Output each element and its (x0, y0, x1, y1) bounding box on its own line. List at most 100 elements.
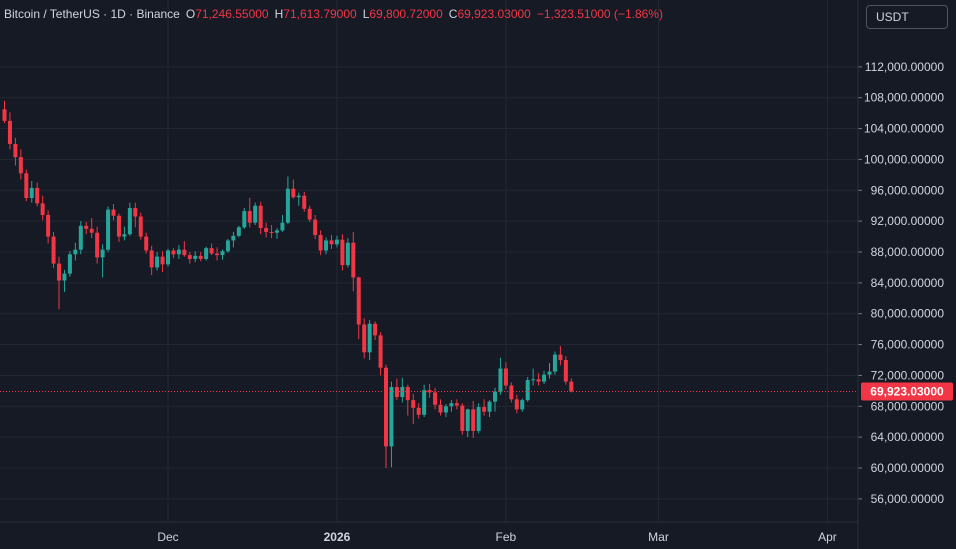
candle-body (362, 324, 367, 353)
candle-body (78, 225, 83, 250)
candle-body (122, 234, 127, 237)
price-tick-label: 80,000.00000 (871, 307, 945, 321)
candle-body (356, 277, 361, 325)
price-tick-label: 84,000.00000 (871, 276, 945, 290)
candle-body (329, 240, 334, 245)
candle-body (193, 255, 198, 259)
candle-body (106, 209, 111, 250)
candle-body (204, 248, 209, 259)
candle-body (569, 381, 574, 392)
candle-body (149, 250, 154, 268)
candle-body (552, 354, 557, 372)
time-axis[interactable]: Dec 2026 Feb Mar Apr (0, 521, 858, 544)
candle-body (275, 230, 279, 233)
candle-body (285, 188, 290, 223)
candle-body (133, 208, 138, 217)
candle-body (460, 405, 465, 431)
currency-button[interactable]: USDT (866, 5, 948, 29)
candle-body (531, 379, 536, 381)
candle-body (449, 403, 454, 407)
price-tick-label: 88,000.00000 (871, 245, 945, 259)
candle-body (166, 250, 170, 265)
candle-body (367, 323, 372, 353)
candle-body (2, 109, 7, 121)
candle-body (127, 208, 132, 235)
candle-body (313, 219, 318, 236)
candle-body (389, 387, 394, 447)
time-tick-label: 2026 (324, 530, 351, 544)
candle-body (542, 374, 547, 382)
candle-body (509, 385, 514, 400)
candle-body (171, 250, 176, 255)
candle-body (73, 249, 78, 255)
price-tick-label: 100,000.00000 (864, 152, 944, 166)
candle-body (111, 209, 116, 216)
price-tick-label: 60,000.00000 (871, 461, 945, 475)
candle-body (345, 242, 350, 266)
candle-body (378, 335, 383, 368)
price-tick-label: 104,000.00000 (864, 122, 944, 136)
price-axis[interactable]: 112,000.00000 108,000.00000 104,000.00000 1… (857, 0, 945, 549)
high-value: 71,613.79000 (283, 7, 357, 21)
candle-body (384, 367, 388, 447)
candle-body (144, 236, 149, 251)
last-price-label: 69,923.03000 (870, 384, 944, 398)
price-tick-label: 76,000.00000 (871, 338, 945, 352)
candle-body (351, 242, 356, 278)
close-key: C (448, 7, 458, 21)
candle-body (400, 387, 405, 398)
candle-body (215, 253, 220, 256)
candle-body (209, 248, 214, 254)
candle-body (443, 406, 448, 413)
candle-body (231, 235, 236, 241)
candle-body (324, 240, 329, 251)
candle-body (51, 236, 56, 264)
candle-body (225, 240, 230, 252)
candle-body (57, 263, 61, 281)
candlestick-series (2, 100, 574, 468)
ohlc-legend: Bitcoin / TetherUS · 1D · Binance O71,246… (4, 7, 663, 21)
candle-body (264, 228, 269, 232)
candle-body (160, 256, 165, 265)
candle-body (176, 249, 181, 255)
candle-body (155, 256, 160, 268)
price-tick-label: 68,000.00000 (871, 399, 945, 413)
symbol-title[interactable]: Bitcoin / TetherUS · 1D · Binance (4, 7, 180, 21)
candle-body (24, 173, 29, 198)
last-price-line: 69,923.03000 (0, 382, 953, 401)
candle-body (258, 205, 263, 229)
candle-body (503, 368, 508, 386)
candle-body (253, 205, 258, 223)
candle-body (100, 249, 105, 258)
candle-body (493, 391, 497, 402)
last-price-badge (861, 382, 953, 401)
candle-body (13, 144, 18, 158)
candle-body (220, 251, 225, 256)
candle-body (405, 387, 410, 401)
price-tick-label: 108,000.00000 (864, 91, 944, 105)
candle-body (520, 400, 525, 410)
candle-body (242, 211, 247, 228)
candle-body (116, 215, 121, 237)
price-tick-label: 64,000.00000 (871, 430, 945, 444)
candle-body (454, 403, 459, 406)
candle-body (438, 404, 443, 413)
candle-body (138, 216, 143, 237)
candle-body (536, 379, 541, 382)
change-value: −1,323.51000 (−1.86%) (536, 7, 663, 21)
low-value: 69,800.72000 (369, 7, 443, 21)
candle-body (558, 354, 563, 360)
candle-body (547, 371, 552, 375)
candle-body (35, 187, 40, 204)
candle-body (498, 368, 503, 392)
candle-body (89, 228, 94, 233)
candle-body (411, 400, 416, 408)
price-tick-label: 72,000.00000 (871, 368, 945, 382)
candle-body (340, 239, 345, 266)
candle-body (84, 225, 89, 229)
candle-body (422, 390, 427, 415)
candle-body (334, 239, 339, 245)
time-tick-label: Feb (496, 530, 517, 544)
candle-body (62, 273, 67, 281)
